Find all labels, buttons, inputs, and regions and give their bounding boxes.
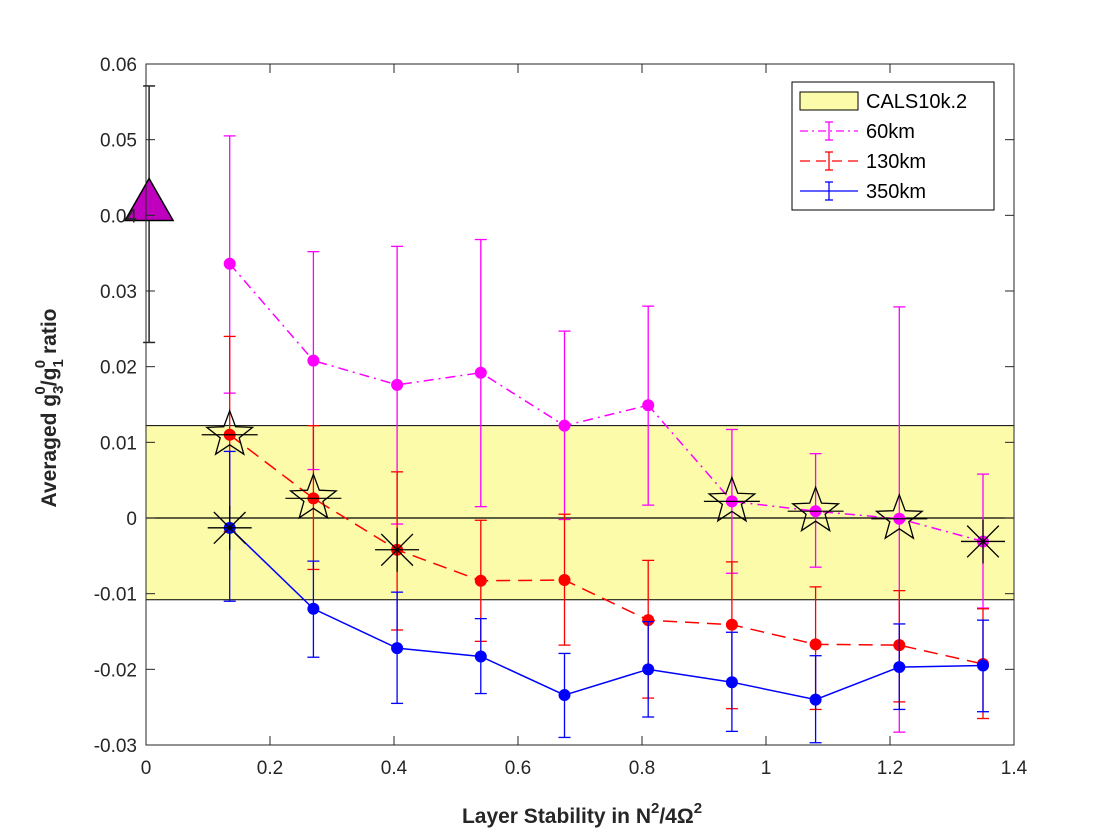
data-point-60km — [558, 419, 571, 432]
y-axis-label: Averaged g30/g10 ratio — [32, 309, 67, 508]
series-line-60km — [229, 263, 984, 543]
data-point-350km — [977, 659, 989, 672]
data-point-350km — [558, 689, 571, 702]
cals10k-band — [146, 425, 1014, 600]
star-marker — [791, 485, 841, 533]
asterisk-marker — [961, 519, 1005, 564]
data-point-350km — [893, 661, 906, 674]
y-tick-label: 0.01 — [100, 433, 137, 454]
reference-triangle-marker — [123, 176, 175, 222]
asterisk-stroke — [380, 533, 414, 567]
data-point-60km — [223, 257, 236, 270]
y-tick-label: 0.03 — [100, 282, 137, 303]
x-tick-label: 1 — [761, 758, 772, 779]
data-point-60km — [642, 399, 655, 412]
y-tick-label: -0.01 — [94, 585, 137, 606]
asterisk-marker — [207, 505, 252, 550]
series-350km — [223, 450, 989, 744]
y-tick-label: 0 — [126, 509, 137, 530]
asterisk-stroke — [966, 525, 1000, 558]
legend-swatch-60km — [800, 121, 858, 141]
x-tick-label: 0 — [141, 758, 152, 779]
star-marker — [707, 475, 757, 523]
legend-swatch-130km — [800, 151, 858, 171]
y-tick-label: 0.04 — [100, 206, 137, 227]
data-point-60km — [391, 378, 404, 391]
legend-label-60km: 60km — [866, 121, 915, 143]
asterisk-marker — [375, 527, 420, 572]
x-tick-label: 1.4 — [1001, 758, 1028, 779]
x-axis-label: Layer Stability in N2/4Ω2 — [462, 800, 702, 828]
data-point-60km — [307, 354, 320, 367]
x-tick-label: 0.8 — [629, 758, 655, 779]
data-point-350km — [809, 693, 822, 706]
star-marker — [288, 472, 338, 520]
legend-label-band: CALS10k.2 — [866, 91, 967, 113]
y-tick-label: 0.06 — [100, 55, 137, 76]
x-tick-label: 1.2 — [877, 758, 903, 779]
legend: CALS10k.2 60km 130km 350km — [791, 81, 995, 211]
data-point-130km — [558, 574, 571, 587]
y-tick-label: -0.02 — [94, 660, 137, 681]
asterisk-stroke — [213, 511, 246, 545]
x-tick-label: 0.6 — [505, 758, 531, 779]
data-point-350km — [725, 676, 738, 689]
series-line-350km — [229, 527, 984, 701]
data-point-130km — [809, 638, 822, 651]
legend-swatch-350km — [800, 181, 858, 201]
y-tick-label: 0.05 — [100, 131, 137, 152]
y-tick-label: 0.02 — [100, 358, 137, 379]
data-point-350km — [307, 602, 320, 615]
data-point-60km — [474, 366, 487, 379]
legend-label-130km: 130km — [866, 151, 926, 173]
y-tick-label: -0.03 — [94, 736, 137, 757]
data-point-350km — [391, 642, 404, 655]
data-point-350km — [474, 650, 487, 663]
data-point-130km — [725, 618, 738, 631]
x-tick-label: 0.2 — [257, 758, 283, 779]
axes-frame — [145, 63, 1015, 746]
star-marker — [205, 408, 255, 456]
x-tick-label: 0.4 — [381, 758, 408, 779]
legend-label-350km: 350km — [866, 181, 926, 203]
data-point-130km — [474, 574, 487, 587]
data-point-130km — [642, 614, 655, 627]
series-line-130km — [229, 434, 984, 665]
legend-swatch-band — [799, 91, 859, 111]
data-point-350km — [642, 663, 655, 676]
star-marker — [874, 492, 924, 540]
